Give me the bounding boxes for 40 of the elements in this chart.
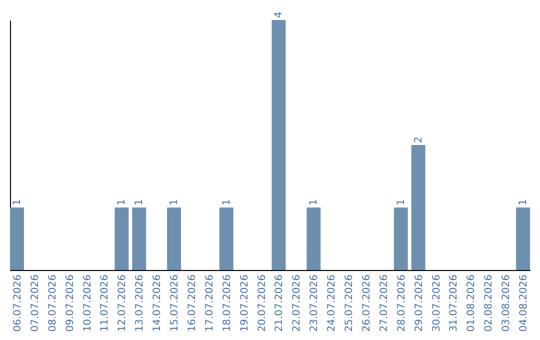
x-tick-label: 18.07.2026 bbox=[222, 274, 233, 332]
x-tick-label: 22.07.2026 bbox=[292, 274, 303, 332]
x-tick-label: 13.07.2026 bbox=[134, 274, 146, 332]
x-tick-label: 09.07.2026 bbox=[64, 274, 76, 332]
x-tick-label: 12.07.2026 bbox=[117, 274, 128, 332]
x-tick-label: 20.07.2026 bbox=[256, 274, 268, 332]
x-tick-label: 08.07.2026 bbox=[47, 274, 58, 332]
x-tick-label: 15.07.2026 bbox=[170, 274, 181, 332]
x-tick-label: 11.07.2026 bbox=[100, 274, 111, 332]
data-label: 1 bbox=[308, 199, 320, 206]
data-label: 1 bbox=[12, 199, 23, 206]
x-tick-label: 31.07.2026 bbox=[448, 274, 460, 332]
data-label: 1 bbox=[169, 199, 180, 206]
x-tick-label: 30.07.2026 bbox=[431, 274, 442, 332]
data-label: 1 bbox=[134, 199, 146, 206]
x-tick-label: 25.07.2026 bbox=[344, 274, 356, 332]
data-label: 2 bbox=[413, 136, 424, 143]
x-tick-label: 10.07.2026 bbox=[82, 274, 94, 332]
x-tick-label: 23.07.2026 bbox=[309, 274, 320, 332]
data-label: 1 bbox=[116, 199, 128, 206]
x-tick-label: 19.07.2026 bbox=[239, 274, 250, 332]
x-tick-label: 03.08.2026 bbox=[501, 274, 512, 332]
x-tick-label: 01.08.2026 bbox=[466, 274, 478, 332]
x-tick-label: 28.07.2026 bbox=[396, 274, 408, 332]
x-tick-label: 06.07.2026 bbox=[12, 274, 24, 332]
x-tick-label: 29.07.2026 bbox=[414, 274, 425, 332]
x-tick-label: 17.07.2026 bbox=[204, 274, 216, 332]
x-tick-label: 27.07.2026 bbox=[378, 274, 390, 332]
data-label: 1 bbox=[221, 199, 232, 206]
x-tick-label: 14.07.2026 bbox=[152, 274, 164, 332]
data-label: 1 bbox=[518, 199, 530, 206]
x-tick-label: 16.07.2026 bbox=[186, 274, 198, 332]
x-tick-label: 26.07.2026 bbox=[361, 274, 372, 332]
x-tick-label: 07.07.2026 bbox=[30, 274, 41, 332]
x-tick-label: 02.08.2026 bbox=[484, 274, 495, 332]
x-tick-label: 21.07.2026 bbox=[274, 274, 286, 332]
data-label: 4 bbox=[274, 12, 285, 18]
x-tick-label: 24.07.2026 bbox=[326, 274, 338, 332]
data-label: 1 bbox=[396, 199, 407, 206]
x-tick-label: 04.08.2026 bbox=[518, 274, 530, 332]
